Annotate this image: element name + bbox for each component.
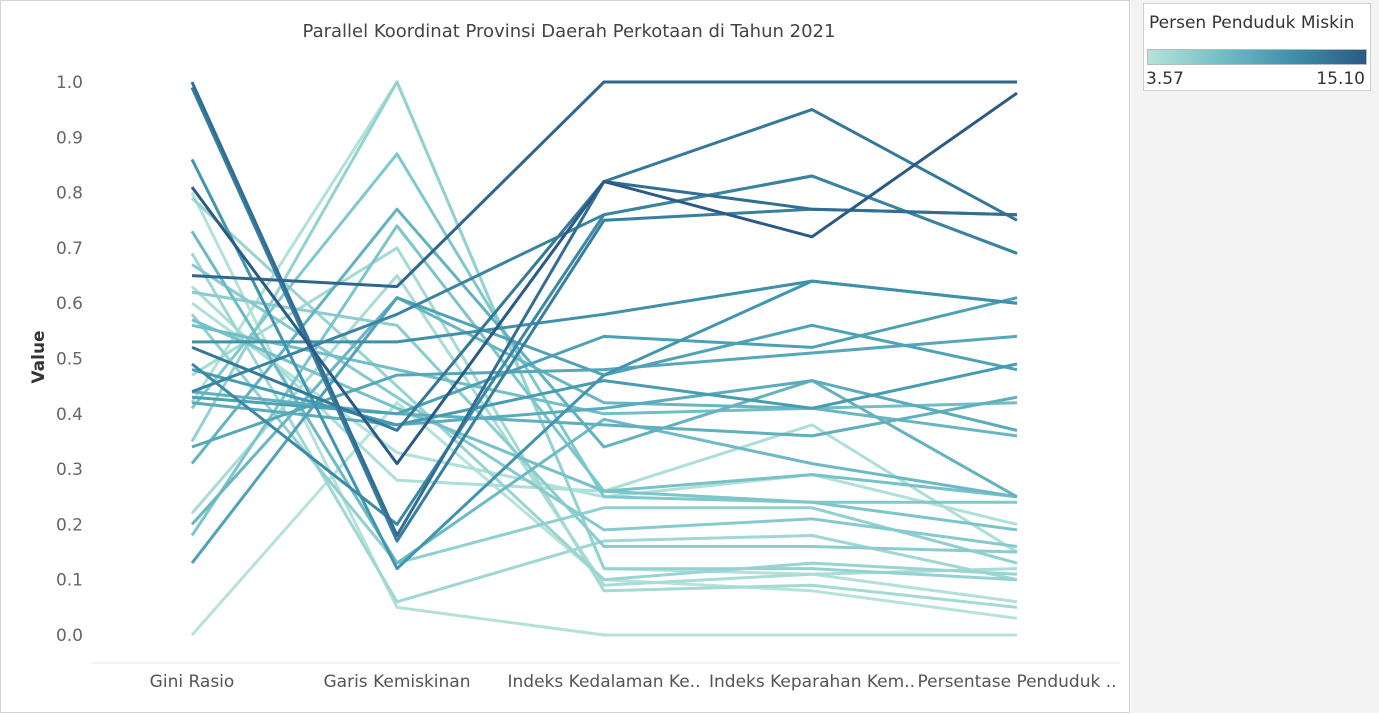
series-line[interactable] [190, 252, 1018, 604]
series-line[interactable] [191, 246, 1018, 609]
side-panel [1131, 0, 1379, 713]
y-tick-label: 0.8 [56, 184, 83, 204]
legend-color-ramp [1147, 49, 1367, 65]
series-line[interactable] [190, 207, 1018, 499]
series-line[interactable] [191, 379, 1018, 432]
series-line[interactable] [191, 323, 1018, 416]
series-line[interactable] [190, 313, 1018, 565]
y-axis-label: Value [29, 330, 49, 383]
y-tick-label: 1.0 [56, 73, 83, 93]
y-tick-label: 0.0 [56, 626, 83, 646]
series-line[interactable] [191, 263, 1018, 548]
y-tick-label: 0.3 [56, 460, 83, 480]
y-tick-label: 0.7 [56, 239, 83, 259]
series-line[interactable] [192, 279, 1018, 344]
series-line[interactable] [191, 318, 1018, 499]
color-legend[interactable]: Persen Penduduk Miskin 3.57 15.10 [1143, 3, 1371, 91]
x-category-label: Indeks Keparahan Kem.. [709, 672, 915, 692]
series-line[interactable] [191, 362, 1018, 427]
y-tick-label: 0.6 [56, 294, 83, 314]
parallel-coordinates-chart[interactable]: Parallel Koordinat Provinsi Daerah Perko… [1, 1, 1131, 714]
y-tick-label: 0.1 [56, 571, 83, 591]
series-line[interactable] [190, 152, 1017, 504]
y-axis-ticks: 0.0 0.1 0.2 0.3 0.4 0.5 0.6 0.7 0.8 0.9 1.0 [56, 73, 83, 646]
series-line[interactable] [190, 80, 1018, 582]
x-axis-categories: Gini Rasio Garis Kemiskinan Indeks Kedalam… [150, 672, 1117, 692]
series-line[interactable] [190, 91, 1018, 466]
x-category-label: Persentase Penduduk .. [917, 672, 1116, 692]
y-tick-label: 0.4 [56, 405, 83, 425]
x-category-label: Garis Kemiskinan [324, 672, 471, 692]
chart-title: Parallel Koordinat Provinsi Daerah Perko… [303, 21, 836, 42]
x-category-label: Indeks Kedalaman Ke.. [508, 672, 701, 692]
series-line[interactable] [191, 296, 1018, 416]
series-line[interactable] [191, 334, 1018, 449]
legend-min-label: 3.57 [1146, 69, 1184, 89]
series-line[interactable] [190, 196, 1018, 582]
series-line[interactable] [190, 401, 1018, 636]
legend-max-label: 15.10 [1316, 69, 1365, 89]
series-line[interactable] [190, 230, 1018, 565]
x-category-label: Gini Rasio [150, 672, 235, 692]
worksheet-area: Parallel Koordinat Provinsi Daerah Perko… [0, 0, 1130, 713]
series-line[interactable] [191, 174, 1018, 394]
series-line[interactable] [191, 108, 1018, 432]
series-line[interactable] [191, 290, 1018, 554]
legend-title: Persen Penduduk Miskin [1149, 13, 1355, 33]
y-tick-label: 0.2 [56, 515, 83, 535]
y-tick-label: 0.9 [56, 128, 83, 148]
series-lines [190, 80, 1018, 637]
series-line[interactable] [191, 80, 1017, 289]
y-tick-label: 0.5 [56, 350, 83, 370]
